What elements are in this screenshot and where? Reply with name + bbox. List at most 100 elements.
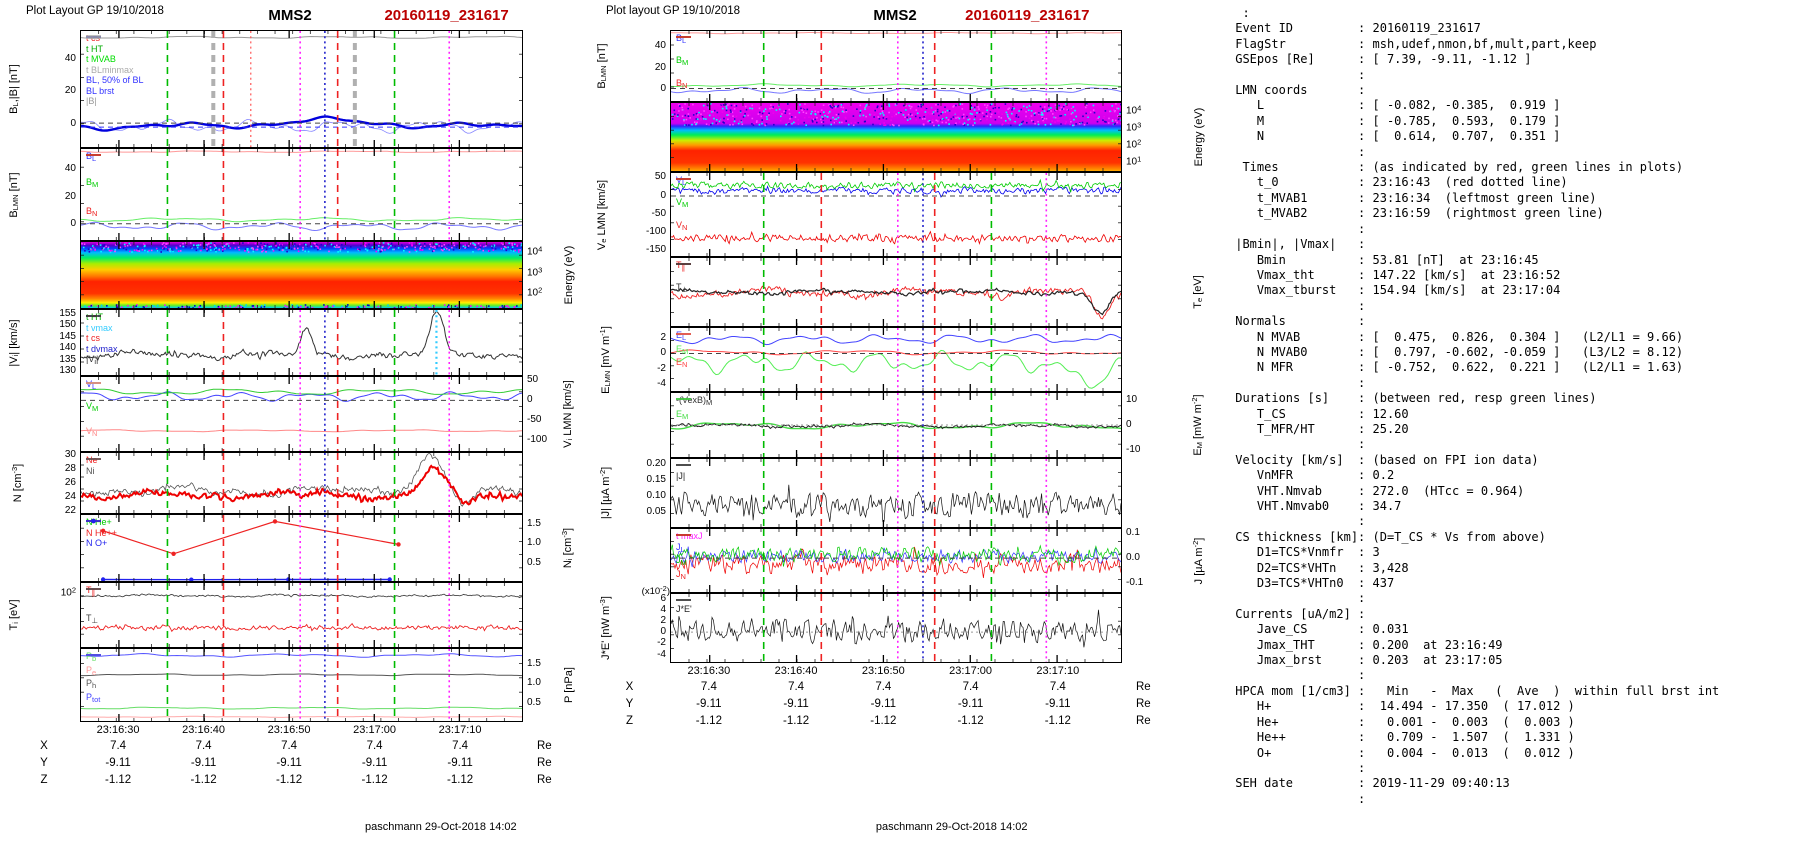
pos-value: -1.12 bbox=[870, 715, 897, 727]
left-series-Btot bbox=[81, 150, 522, 153]
legend-label: |B| bbox=[86, 96, 97, 106]
info-panel: : Event ID : 20160119_231617 FlagStr : m… bbox=[1210, 0, 1804, 841]
mid-jlmn-legend: t maxJ JL JM JN bbox=[676, 531, 703, 582]
pos-value: -9.11 bbox=[870, 698, 897, 710]
mid-panel-em: -(VexB)M EM 10 0 -10 EM [mW m-2] bbox=[580, 392, 1210, 458]
mid-jde-ytick: 0 bbox=[660, 626, 666, 638]
pos-value: 7.4 bbox=[366, 740, 383, 752]
legend-label: Ph bbox=[86, 678, 97, 690]
pos-axis-label: X bbox=[625, 681, 634, 693]
left-blmn-ytick: 40 bbox=[64, 162, 76, 174]
pos-unit: Re bbox=[1136, 681, 1151, 693]
left-plot-column: Plot Layout GP 19/10/2018 MMS2 20160119_… bbox=[0, 0, 580, 841]
left-ion-spec-plot bbox=[81, 242, 522, 308]
pos-value: -1.12 bbox=[104, 774, 132, 786]
mid-series-Tpar bbox=[671, 285, 1121, 320]
left-vlmn-ytick-right: -100 bbox=[527, 433, 548, 445]
pos-value: -9.11 bbox=[105, 757, 131, 769]
left-plot-header: Plot Layout GP 19/10/2018 MMS2 20160119_… bbox=[0, 0, 580, 30]
left-series-Ptot bbox=[81, 652, 522, 658]
left-nheavy-ytick-right: 0.5 bbox=[527, 556, 541, 568]
left-n-legend: Ne Ni bbox=[86, 455, 101, 476]
left-vlmn-ytick-right: 50 bbox=[527, 374, 539, 386]
left-series-Ph bbox=[81, 673, 522, 677]
mid-em-ytick-right: -10 bbox=[1126, 444, 1141, 456]
mid-em-plot bbox=[671, 393, 1121, 457]
mid-panel-te: T∥ T⊥ Te [eV] bbox=[580, 257, 1210, 327]
left-ion-spec-ytick-right: 102 bbox=[527, 285, 543, 299]
left-series-VL bbox=[81, 391, 522, 402]
left-series-Bmag bbox=[81, 35, 522, 39]
mid-series-JM bbox=[671, 544, 1121, 567]
pos-unit: Re bbox=[1136, 715, 1151, 727]
mid-j-ytick: 0.10 bbox=[646, 490, 666, 502]
mid-time-tick: 23:16:50 bbox=[861, 665, 905, 677]
mid-jde-ytick: 6 bbox=[660, 592, 666, 604]
legend-label: VL bbox=[676, 175, 687, 187]
left-n-ytick: 30 bbox=[64, 449, 76, 461]
legend-label: BN bbox=[86, 206, 98, 218]
mid-plot-column: Plot layout GP 19/10/2018 MMS2 20160119_… bbox=[580, 0, 1210, 841]
mid-velmn-ytick: 0 bbox=[660, 189, 666, 201]
mid-blmn-plot bbox=[671, 31, 1121, 101]
left-ion-spec-ytick-right: 104 bbox=[527, 244, 543, 258]
mid-panel-jde: 6 4 2 0 -2 -4 J*E' [nW m-3] (x10-2) J*E' bbox=[580, 584, 1210, 663]
left-bl-b-ytick: 20 bbox=[64, 85, 76, 97]
left-time-tick: 23:17:00 bbox=[353, 724, 397, 736]
mid-jde-ylabel: J*E' [nW m-3] bbox=[598, 596, 612, 660]
legend-label: BL, 50% of BL bbox=[86, 75, 144, 85]
left-series-Tpar bbox=[81, 622, 522, 633]
pos-axis-label: Y bbox=[40, 757, 48, 769]
left-bl-b-ylabel: BL,|B| [nT] bbox=[8, 64, 20, 114]
legend-label: JN bbox=[676, 568, 686, 581]
legend-label: T⊥ bbox=[86, 612, 99, 625]
left-p-legend: Pb Pe Ph Ptot bbox=[86, 651, 101, 705]
pos-value: 7.4 bbox=[962, 681, 979, 693]
left-series-Tperp bbox=[81, 593, 522, 599]
legend-label: Pe bbox=[86, 664, 97, 677]
left-bl-b-plot bbox=[81, 31, 522, 147]
mid-e-spec-ylabel-right: Energy (eV) bbox=[1193, 107, 1205, 167]
mid-jde-ytick: 2 bbox=[660, 615, 666, 626]
legend-label: t BLminmax bbox=[86, 64, 134, 75]
mid-j-ytick: 0.05 bbox=[646, 506, 666, 518]
pos-value: -9.11 bbox=[276, 757, 302, 769]
left-p-ytick-right: 0.5 bbox=[527, 696, 541, 708]
legend-label: VM bbox=[676, 196, 689, 209]
left-vi-legend: t HT t vmax t cs t dvmax |Vi| bbox=[86, 312, 118, 368]
left-series-NHe++ bbox=[102, 520, 399, 555]
mid-blmn-ytick: 40 bbox=[654, 40, 666, 52]
left-bl-b-ytick: 40 bbox=[64, 53, 76, 65]
left-series-Vi bbox=[81, 310, 522, 362]
legend-label: EM bbox=[676, 343, 689, 356]
left-time-axis: 23:16:30 23:16:40 23:16:50 23:17:00 23:17:10 bbox=[0, 722, 580, 740]
mid-pos-row-Y: Y -9.11 -9.11 -9.11 -9.11 -9.11 Re bbox=[580, 698, 1210, 715]
left-p-plot bbox=[81, 649, 522, 721]
pos-axis-label: X bbox=[40, 740, 48, 752]
mid-panel-blmn: 40 20 0 BLMN [nT] BL BM BN bbox=[580, 30, 1210, 102]
mid-series-EN bbox=[671, 349, 1121, 356]
legend-label: N He++ bbox=[86, 527, 118, 538]
pos-value: 7.4 bbox=[110, 740, 127, 752]
left-ti-ytick: 102 bbox=[60, 585, 76, 599]
mid-elmn-plot bbox=[671, 328, 1121, 391]
mid-time-axis: 23:16:30 23:16:40 23:16:50 23:17:00 23:17:10 bbox=[580, 663, 1210, 681]
pos-unit: Re bbox=[537, 757, 552, 769]
left-series-BL bbox=[81, 115, 522, 132]
mid-velmn-ytick: -100 bbox=[645, 225, 666, 237]
legend-label: EN bbox=[676, 357, 688, 369]
mid-panel-jlmn: t maxJ JL JM JN 0.1 0.0 -0.1 J [µA m-2] bbox=[580, 528, 1210, 593]
legend-label: Ni bbox=[86, 465, 95, 476]
mid-blmn-ytick: 20 bbox=[654, 61, 666, 73]
mid-e-spec-ytick-right: 101 bbox=[1126, 154, 1142, 168]
legend-label: EM bbox=[676, 408, 689, 421]
legend-label: BM bbox=[86, 176, 99, 189]
left-n-ytick: 22 bbox=[64, 504, 76, 516]
mid-jlmn-ytick-right: -0.1 bbox=[1126, 576, 1144, 588]
legend-label: N He+ bbox=[86, 517, 112, 527]
mid-blmn-ytick: 0 bbox=[660, 83, 666, 95]
left-time-tick: 23:17:10 bbox=[438, 724, 482, 736]
mid-panel-stack: 40 20 0 BLMN [nT] BL BM BN 104 103 102 101 Energy (… bbox=[580, 30, 1210, 663]
